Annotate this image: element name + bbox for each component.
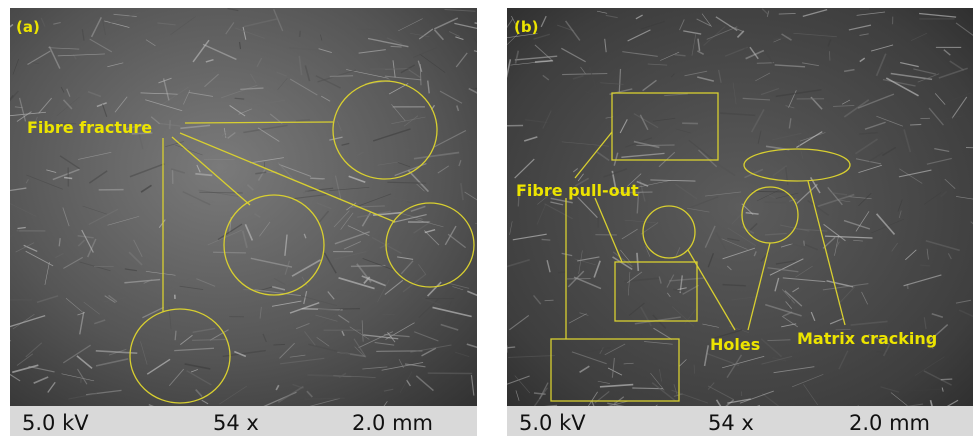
fibre-texture [480, 125, 523, 126]
panel-label: (b) [514, 18, 538, 36]
fibre-texture [489, 302, 509, 323]
fibre-texture [542, 239, 551, 240]
annotation: Holes [710, 335, 760, 354]
fibre-texture [391, 46, 402, 47]
fibre-texture [941, 379, 953, 380]
panel-b: (b) Fibre pull-out Holes Matrix cracking… [469, 8, 973, 436]
fibre-texture [175, 331, 176, 340]
fibre-texture [475, 223, 500, 228]
fibre-texture [558, 272, 567, 273]
fibre-texture [545, 300, 554, 301]
fibre-texture [170, 120, 171, 129]
panel-a: (a) Fibre fracture 5.0 kV 54 x 2.0 mm [0, 8, 506, 436]
fibre-texture [475, 88, 502, 93]
fibre-texture [765, 202, 786, 203]
magnification: 54 x [708, 411, 754, 435]
scale: 2.0 mm [849, 411, 930, 435]
panel-label: (a) [16, 18, 40, 36]
fibre-texture [694, 365, 695, 374]
fibre-texture [330, 76, 353, 77]
fibre-texture [235, 98, 245, 99]
annotation: Matrix cracking [797, 329, 937, 348]
figure: (a) Fibre fracture 5.0 kV 54 x 2.0 mm (b… [0, 0, 973, 436]
voltage: 5.0 kV [22, 411, 89, 435]
fibre-texture [64, 177, 72, 178]
fibre-texture [2, 341, 11, 343]
fibre-texture [300, 31, 301, 37]
fibre-texture [779, 13, 796, 14]
fibre-texture [752, 191, 787, 192]
fibre-texture [310, 178, 325, 179]
fibre-texture [920, 265, 930, 266]
micrograph [10, 8, 477, 406]
annotation: Fibre fracture [27, 118, 152, 137]
fibre-texture [213, 252, 246, 253]
fibre-texture [757, 63, 774, 64]
fibre-texture [351, 266, 386, 267]
magnification: 54 x [213, 411, 259, 435]
fibre-texture [273, 344, 285, 345]
fibre-texture [475, 23, 494, 26]
voltage: 5.0 kV [519, 411, 586, 435]
scale: 2.0 mm [352, 411, 433, 435]
annotation: Fibre pull-out [516, 181, 639, 200]
fibre-texture [474, 51, 505, 59]
fibre-texture [318, 309, 360, 310]
fibre-texture [910, 124, 921, 125]
